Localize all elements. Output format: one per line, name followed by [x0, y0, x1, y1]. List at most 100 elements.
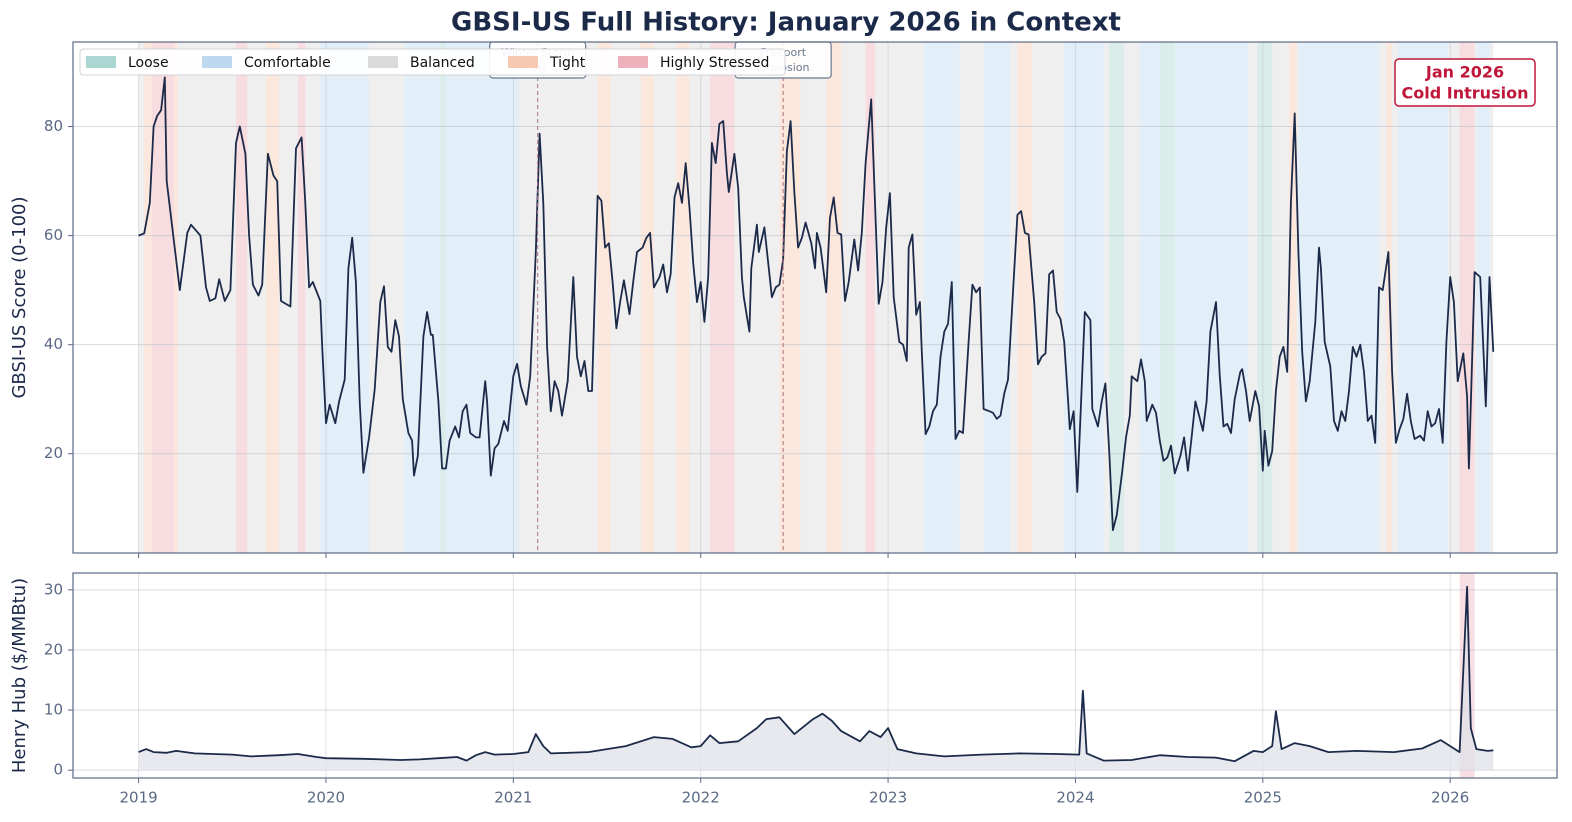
regime-span	[320, 42, 370, 553]
regime-backdrop	[144, 42, 152, 553]
regime-backdrop	[779, 42, 801, 553]
legend-swatch	[508, 56, 538, 68]
regime-backdrop	[236, 42, 248, 553]
y-tick-label: 80	[44, 117, 63, 135]
regime-span	[440, 42, 446, 553]
y-tick-label: 0	[53, 761, 63, 779]
regime-backdrop	[983, 42, 1010, 553]
regime-span	[1397, 42, 1449, 553]
regime-backdrop	[1109, 42, 1125, 553]
regime-span	[1476, 42, 1490, 553]
legend-label: Tight	[549, 55, 586, 71]
regime-span	[236, 42, 248, 553]
legend-label: Comfortable	[244, 55, 331, 71]
regime-span	[404, 42, 441, 553]
regime-span	[1139, 42, 1160, 553]
x-tick-label: 2022	[682, 789, 720, 807]
callout-text: Jan 2026	[1425, 63, 1504, 82]
regime-span	[445, 42, 519, 553]
y-tick-label: 40	[44, 335, 63, 353]
y-tick-label: 20	[44, 640, 63, 658]
plot-frame	[72, 41, 1558, 554]
regime-backdrop	[1064, 42, 1104, 553]
callout-text: Cold Intrusion	[1402, 84, 1529, 103]
regime-backdrop	[265, 42, 280, 553]
regime-span	[1289, 42, 1297, 553]
plot-frame	[72, 572, 1558, 779]
regime-span	[297, 42, 306, 553]
regime-backdrop	[640, 42, 654, 553]
regime-span	[174, 42, 178, 553]
regime-backdrop	[865, 42, 875, 553]
regime-backdrop	[1139, 42, 1160, 553]
regime-backdrop	[297, 42, 306, 553]
legend-swatch	[368, 56, 398, 68]
y-tick-label: 60	[44, 226, 63, 244]
regime-backdrop	[404, 42, 441, 553]
regime-backdrop	[1017, 42, 1033, 553]
x-tick-label: 2026	[1431, 789, 1469, 807]
series-line	[138, 585, 1494, 763]
regime-backdrop	[1298, 42, 1379, 553]
regime-span	[151, 42, 175, 553]
legend-label: Highly Stressed	[660, 55, 769, 71]
regime-backdrop	[1289, 42, 1297, 553]
legend-swatch	[86, 56, 116, 68]
callout-box	[1394, 58, 1536, 107]
regime-backdrop	[923, 42, 960, 553]
regime-span	[640, 42, 654, 553]
y-axis-label: GBSI-US Score (0-100)	[9, 196, 30, 398]
regime-span	[1064, 42, 1104, 553]
regime-span	[779, 42, 801, 553]
regime-span	[826, 42, 842, 553]
regime-backdrop	[1397, 42, 1449, 553]
regime-span	[1298, 42, 1379, 553]
legend-box	[79, 48, 786, 76]
regime-backdrop	[597, 42, 611, 553]
y-tick-label: 30	[44, 580, 63, 598]
x-tick-label: 2020	[307, 789, 345, 807]
legend-label: Balanced	[410, 55, 475, 71]
y-tick-label: 20	[44, 444, 63, 462]
y-tick-label: 10	[44, 701, 63, 719]
regime-span	[144, 42, 152, 553]
regime-backdrop	[710, 42, 735, 553]
x-tick-label: 2021	[494, 789, 532, 807]
regime-backdrop	[174, 42, 178, 553]
series-line	[138, 76, 1495, 531]
legend-swatch	[202, 56, 232, 68]
regime-span	[865, 42, 875, 553]
x-tick-label: 2019	[119, 789, 157, 807]
panel: 0 10 20 30 2019 2020 2021 2022 2023 2024 2025 2026 H…	[9, 572, 1558, 807]
panel: 20406080Winter StormUriFreeportExplosion…	[9, 41, 1558, 558]
regime-span	[1459, 42, 1475, 553]
regime-backdrop	[826, 42, 842, 553]
regime-span	[597, 42, 611, 553]
area-fill	[138, 586, 1494, 771]
regime-backdrop	[1159, 42, 1175, 553]
regime-backdrop	[320, 42, 370, 553]
regime-span	[1159, 42, 1175, 553]
x-tick-label: 2025	[1244, 789, 1282, 807]
regime-span	[676, 42, 690, 553]
legend-swatch	[618, 56, 648, 68]
regime-span	[983, 42, 1010, 553]
regime-backdrop	[1476, 42, 1490, 553]
regime-span	[1109, 42, 1125, 553]
chart-title: GBSI-US Full History: January 2026 in Co…	[451, 8, 1121, 38]
regime-span	[1174, 42, 1248, 553]
legend-label: Loose	[128, 55, 169, 71]
regime-backdrop	[151, 42, 175, 553]
regime-span	[1017, 42, 1033, 553]
x-tick-label: 2024	[1056, 789, 1094, 807]
regime-span	[710, 42, 735, 553]
regime-span	[265, 42, 280, 553]
regime-backdrop	[440, 42, 446, 553]
regime-span	[923, 42, 960, 553]
regime-backdrop	[445, 42, 519, 553]
regime-span	[1257, 42, 1273, 553]
y-axis-label: Henry Hub ($/MMBtu)	[9, 578, 30, 773]
x-tick-label: 2023	[869, 789, 907, 807]
